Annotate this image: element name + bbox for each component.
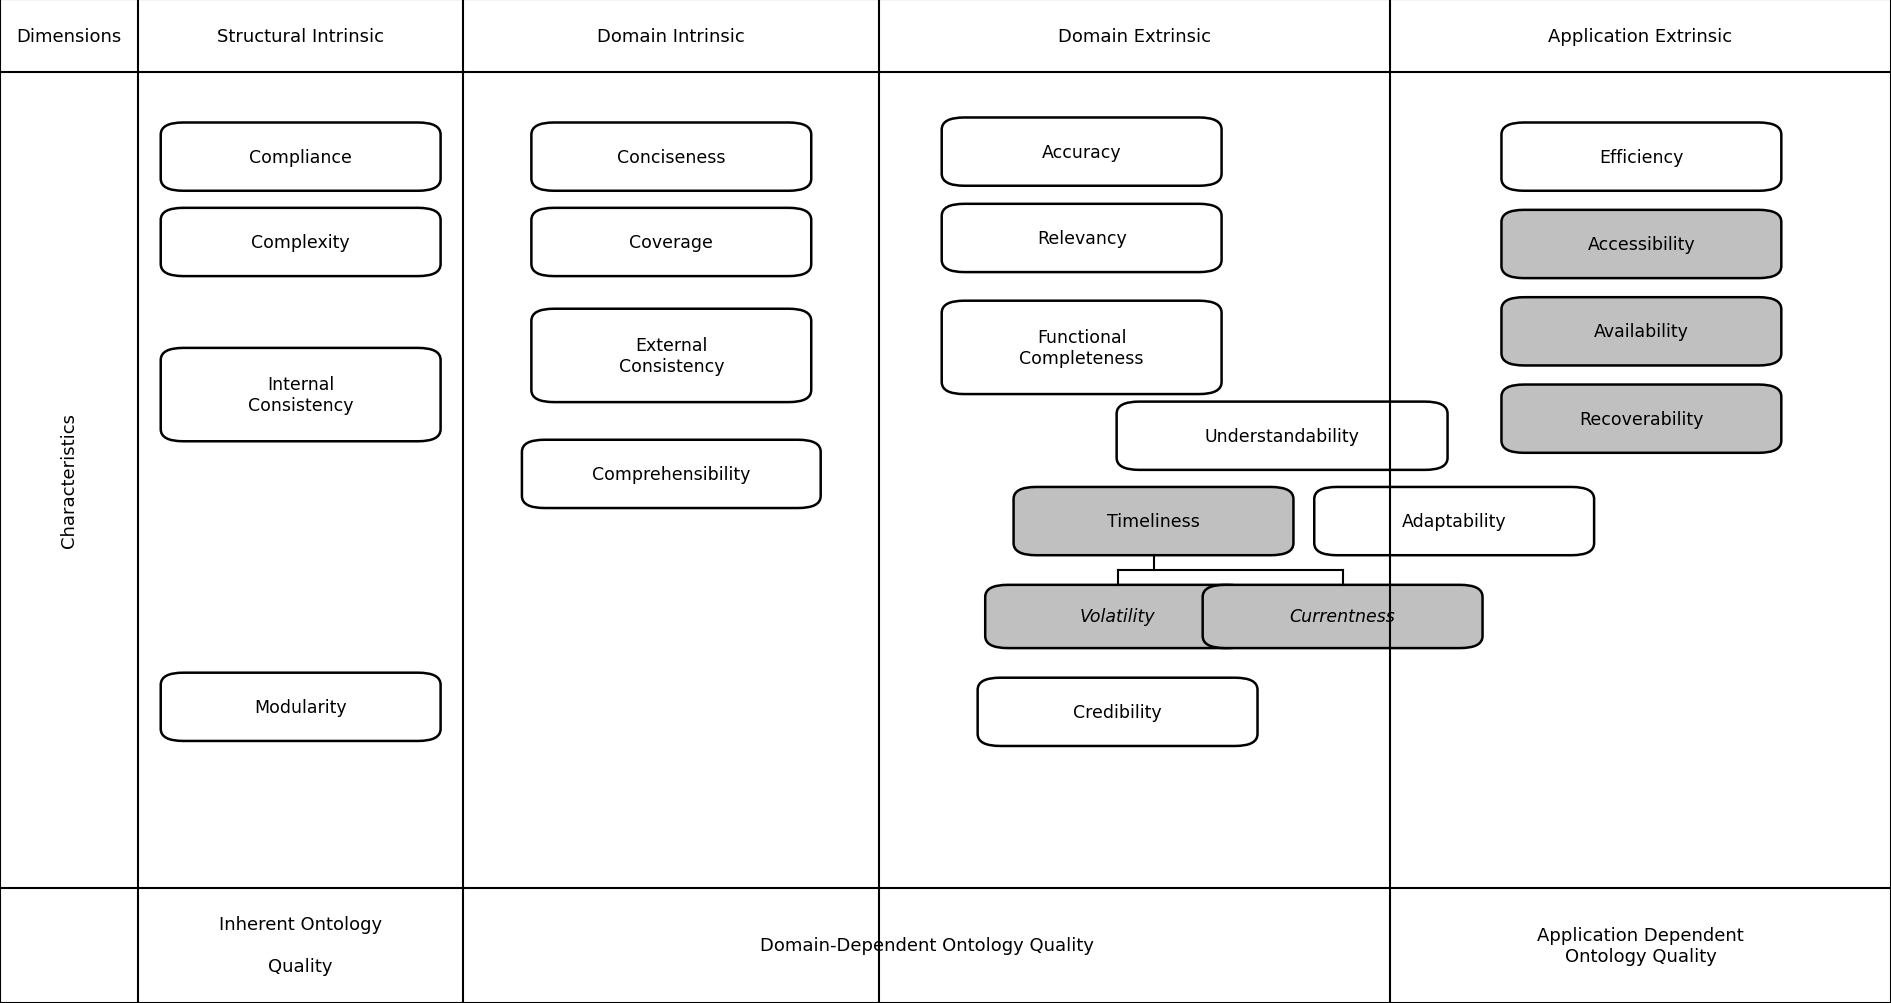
Text: Compliance: Compliance [250, 148, 352, 166]
Text: Volatility: Volatility [1080, 608, 1155, 626]
Text: Internal
Consistency: Internal Consistency [248, 376, 354, 414]
Text: Modularity: Modularity [255, 698, 346, 716]
Text: Credibility: Credibility [1074, 703, 1161, 721]
Text: Comprehensibility: Comprehensibility [592, 465, 751, 483]
Text: Availability: Availability [1594, 323, 1689, 341]
Text: Coverage: Coverage [630, 234, 713, 252]
FancyBboxPatch shape [1014, 487, 1293, 556]
FancyBboxPatch shape [985, 585, 1250, 648]
Text: Relevancy: Relevancy [1036, 230, 1127, 248]
FancyBboxPatch shape [161, 123, 441, 192]
FancyBboxPatch shape [1501, 298, 1781, 366]
Text: Currentness: Currentness [1290, 608, 1396, 626]
FancyBboxPatch shape [531, 309, 811, 402]
FancyBboxPatch shape [531, 209, 811, 277]
Text: Characteristics: Characteristics [61, 413, 78, 548]
Text: Application Extrinsic: Application Extrinsic [1549, 28, 1732, 45]
FancyBboxPatch shape [1314, 487, 1594, 556]
Text: External
Consistency: External Consistency [618, 337, 724, 375]
FancyBboxPatch shape [161, 209, 441, 277]
Text: Domain Intrinsic: Domain Intrinsic [598, 28, 745, 45]
FancyBboxPatch shape [522, 440, 821, 509]
Text: Dimensions: Dimensions [17, 28, 121, 45]
Text: Application Dependent
Ontology Quality: Application Dependent Ontology Quality [1537, 926, 1744, 965]
Text: Complexity: Complexity [252, 234, 350, 252]
FancyBboxPatch shape [1501, 123, 1781, 192]
FancyBboxPatch shape [161, 673, 441, 741]
Text: Recoverability: Recoverability [1579, 410, 1704, 428]
FancyBboxPatch shape [161, 348, 441, 441]
Text: Accessibility: Accessibility [1588, 236, 1694, 254]
Text: Timeliness: Timeliness [1106, 513, 1201, 531]
FancyBboxPatch shape [1501, 385, 1781, 453]
Text: Domain Extrinsic: Domain Extrinsic [1059, 28, 1210, 45]
FancyBboxPatch shape [942, 118, 1222, 187]
FancyBboxPatch shape [978, 678, 1258, 746]
FancyBboxPatch shape [1116, 402, 1449, 470]
FancyBboxPatch shape [531, 123, 811, 192]
Text: Conciseness: Conciseness [616, 148, 726, 166]
Text: Efficiency: Efficiency [1600, 148, 1683, 166]
Text: Functional
Completeness: Functional Completeness [1019, 329, 1144, 367]
FancyBboxPatch shape [1203, 585, 1483, 648]
Text: Understandability: Understandability [1205, 427, 1360, 445]
Text: Accuracy: Accuracy [1042, 143, 1121, 161]
FancyBboxPatch shape [942, 301, 1222, 394]
Text: Structural Intrinsic: Structural Intrinsic [217, 28, 384, 45]
FancyBboxPatch shape [1501, 211, 1781, 279]
FancyBboxPatch shape [942, 205, 1222, 273]
Text: Adaptability: Adaptability [1401, 513, 1507, 531]
Text: Domain-Dependent Ontology Quality: Domain-Dependent Ontology Quality [760, 937, 1093, 954]
Text: Inherent Ontology

Quality: Inherent Ontology Quality [219, 916, 382, 975]
